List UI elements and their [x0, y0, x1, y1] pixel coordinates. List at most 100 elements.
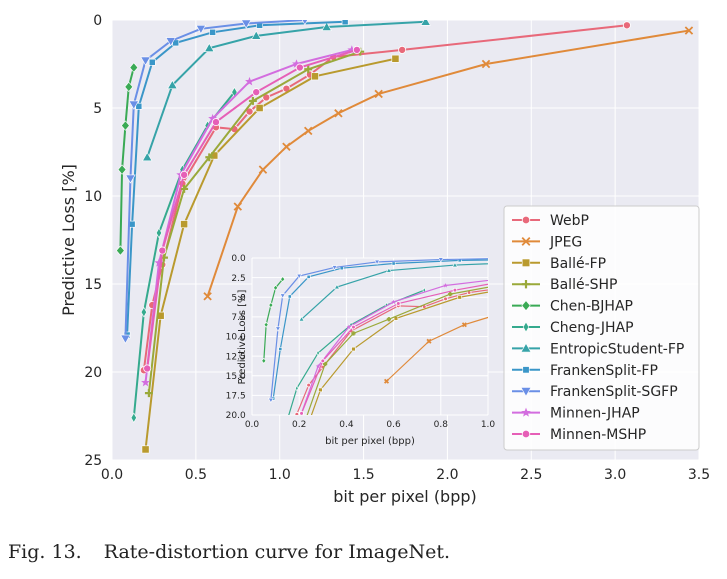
main-series-minnen-mshp [143, 45, 361, 373]
inset-series-group [261, 258, 488, 415]
main-point-ball-shp [304, 65, 313, 74]
main-point-jpeg [374, 89, 383, 99]
main-point-entropicstudent-fp [251, 30, 262, 40]
legend-item-chen-bjhap: Chen-BJHAP [512, 299, 633, 315]
inset-y-axis-label: Predictive Loss [%] [237, 289, 248, 384]
main-point-minnen-mshp [352, 45, 361, 54]
legend-swatch-marker [521, 429, 531, 439]
figure-caption: Fig. 13. Rate-distortion curve for ImageN… [8, 541, 718, 563]
inset-point-ball-fp [351, 346, 356, 352]
main-line-frankensplit-sgfp [124, 20, 305, 339]
inset-point-minnen-mshp [452, 287, 458, 293]
main-point-frankensplit-sgfp [125, 174, 136, 184]
inset-y-tick-label: 0.0 [231, 254, 246, 264]
main-point-jpeg [258, 165, 268, 174]
main-point-frankensplit-fp [209, 28, 216, 36]
inset-point-chen-bjhap [268, 302, 274, 309]
inset-line-jpeg [386, 316, 488, 382]
legend-swatch-marker [520, 342, 532, 353]
main-point-ball-shp [180, 185, 189, 193]
main-grid [111, 19, 700, 461]
main-x-tick-label: 1.0 [269, 467, 291, 483]
legend-item-ball-shp: Ballé-SHP [512, 277, 617, 293]
inset-point-ball-shp [386, 317, 391, 322]
main-point-jpeg [203, 292, 212, 301]
main-point-ball-fp [391, 54, 400, 63]
inset-point-ball-shp [351, 331, 356, 336]
main-point-ball-fp [255, 104, 264, 112]
main-point-minnen-mshp [143, 364, 152, 373]
inset-x-tick-label: 0.2 [292, 420, 306, 430]
inset-point-minnen-mshp [299, 411, 304, 415]
legend-item-cheng-jhap: Cheng-JHAP [512, 320, 634, 336]
main-line-entropicstudent-fp [146, 20, 426, 158]
legend-swatch-marker [521, 300, 531, 312]
inset-series-frankensplit-sgfp [267, 258, 488, 404]
inset-series-chen-bjhap [261, 276, 286, 364]
main-point-ball-shp [205, 153, 214, 162]
legend-label: FrankenSplit-FP [550, 363, 658, 379]
main-point-chen-bjhap [124, 81, 134, 93]
x-axis-label: bit per pixel (bpp) [333, 487, 477, 506]
main-x-tick-label: 2.0 [436, 467, 458, 483]
main-point-chen-bjhap [116, 245, 125, 256]
inset-point-frankensplit-fp [391, 261, 396, 266]
main-point-ball-shp [144, 389, 153, 398]
inset-y-tick-label: 7.5 [231, 313, 245, 323]
inset-point-chen-bjhap [263, 321, 269, 328]
main-point-entropicstudent-fp [142, 151, 153, 162]
inset-point-cheng-jhap [349, 321, 353, 328]
main-point-jpeg [684, 26, 694, 35]
main-point-ball-fp [180, 220, 189, 229]
main-point-chen-bjhap [117, 164, 127, 175]
legend-swatch-marker [521, 280, 531, 289]
inset-y-tick-label: 20.0 [226, 411, 246, 421]
main-point-cheng-jhap [130, 412, 137, 424]
main-point-jpeg [481, 59, 491, 69]
inset-x-axis-label: bit per pixel (bpp) [325, 436, 415, 447]
main-point-entropicstudent-fp [204, 42, 215, 52]
inset-tick-labels: 0.0 0.2 0.4 0.6 0.8 1.0 0.0 2.5 5.0 7.5 10.0 12.5 15… [226, 254, 496, 430]
main-point-jpeg [303, 126, 313, 136]
inset-y-tick-label: 17.5 [226, 392, 246, 402]
inset-x-tick-label: 0.8 [434, 420, 449, 430]
inset-line-frankensplit-fp [272, 259, 488, 399]
main-point-frankensplit-fp [148, 58, 156, 66]
inset-series-minnen-mshp [299, 283, 488, 415]
legend-label: Ballé-FP [550, 256, 606, 272]
main-point-ball-fp [311, 72, 319, 81]
legend-label: Ballé-SHP [550, 277, 617, 293]
main-point-frankensplit-sgfp [120, 334, 131, 344]
inset-point-frankensplit-sgfp [279, 293, 286, 299]
main-point-ball-shp [248, 97, 257, 105]
legend-item-entropicstudent-fp: EntropicStudent-FP [512, 341, 684, 357]
main-point-ball-fp [141, 445, 150, 454]
legend-swatch-marker [521, 258, 531, 267]
main-x-tick-label: 1.5 [352, 467, 374, 483]
main-x-tick-label: 3.0 [604, 467, 626, 483]
main-y-tick-label: 10 [84, 189, 102, 205]
main-y-tick-label: 0 [93, 13, 102, 29]
inset-point-frankensplit-sgfp [267, 397, 274, 404]
inset-point-minnen-jhap [391, 299, 396, 304]
inset-point-webp [294, 411, 300, 415]
main-series-ball-fp [141, 54, 400, 454]
main-point-entropicstudent-fp [420, 20, 431, 26]
legend-box [503, 205, 700, 451]
inset-point-ball-shp [323, 361, 328, 367]
main-point-frankensplit-sgfp [128, 100, 139, 110]
main-point-webp [398, 45, 407, 54]
main-point-cheng-jhap [140, 306, 147, 318]
inset-point-frankensplit-sgfp [331, 265, 338, 271]
inset-x-tick-label: 0.0 [245, 420, 260, 430]
inset-point-cheng-jhap [295, 385, 299, 392]
inset-point-jpeg [383, 378, 390, 384]
inset-point-frankensplit-fp [287, 294, 292, 299]
main-point-frankensplit-sgfp [195, 24, 207, 35]
main-x-tick-label: 0.5 [185, 467, 207, 483]
inset-y-tick-label: 10.0 [226, 333, 246, 343]
inset-point-chen-bjhap [273, 284, 279, 291]
legend-item-minnen-jhap: Minnen-JHAP [512, 406, 640, 422]
main-point-frankensplit-sgfp [140, 56, 151, 66]
inset-series-ball-shp [306, 286, 488, 415]
